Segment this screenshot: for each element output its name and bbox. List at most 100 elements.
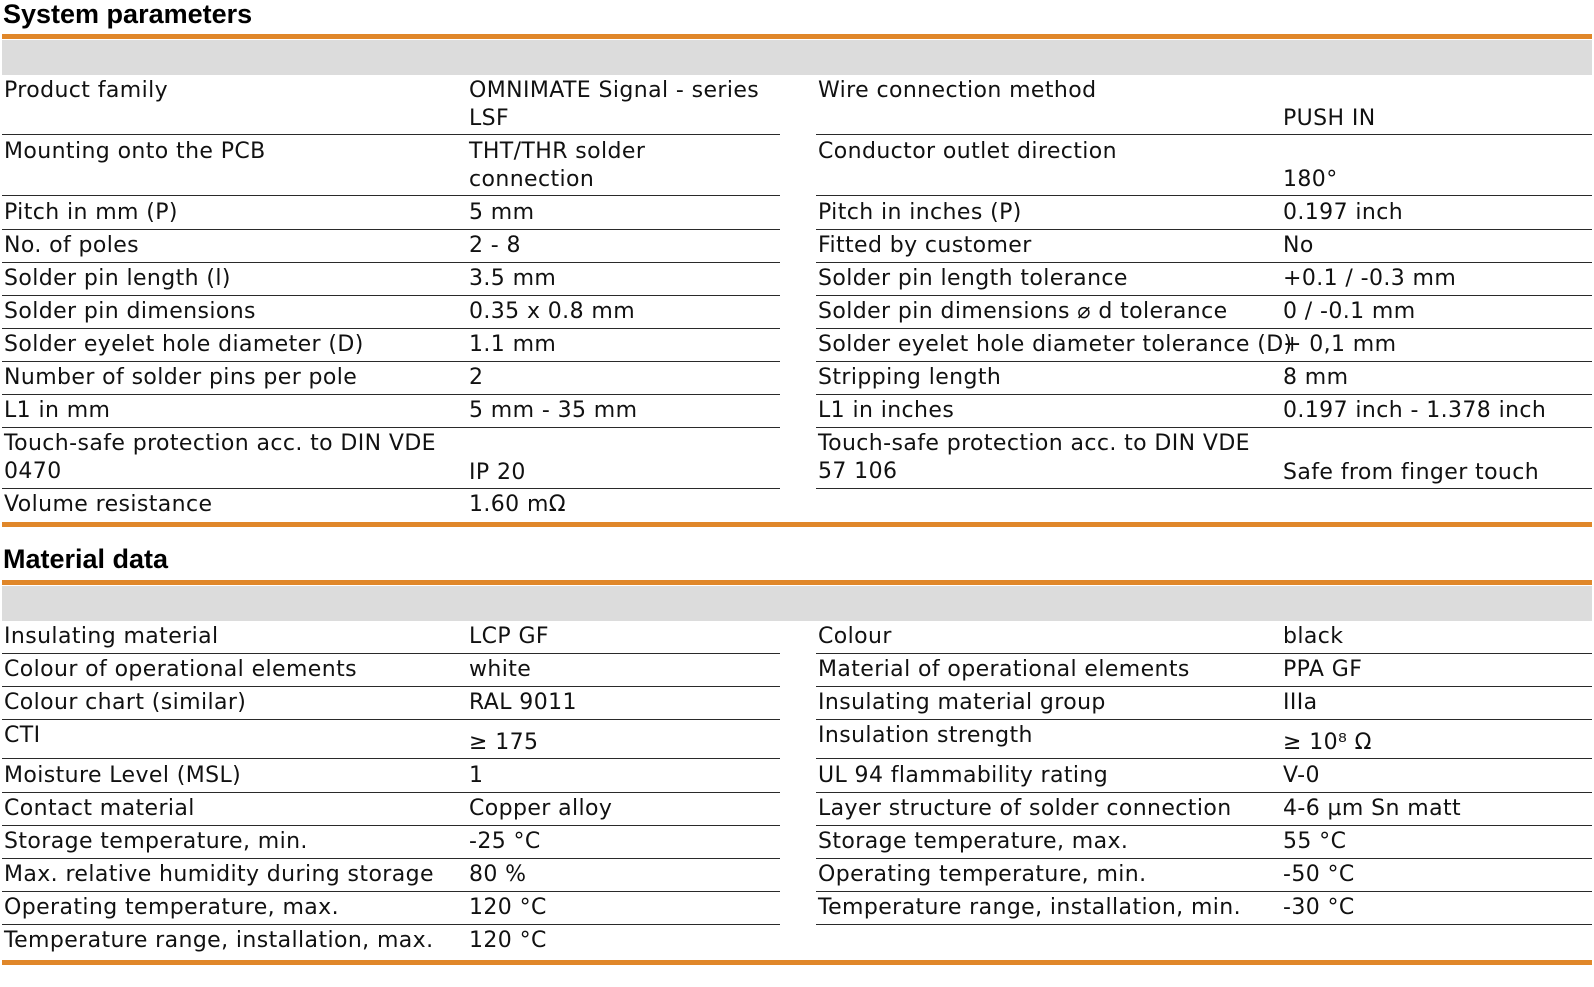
- material-label: Colour chart (similar): [4, 690, 247, 715]
- material-value: ≥ 10⁸ Ω: [1283, 730, 1372, 755]
- param-value: +0.1 / -0.3 mm: [1283, 266, 1457, 291]
- param-row: Touch-safe protection acc. to DIN VDE 04…: [2, 430, 780, 489]
- param-row: Volume resistance 1.60 mΩ: [2, 491, 780, 521]
- param-label: Touch-safe protection acc. to DIN VDE 57…: [818, 431, 1250, 484]
- section-band: [2, 40, 1592, 75]
- param-label: Mounting onto the PCB: [4, 139, 266, 164]
- param-value: 3.5 mm: [469, 266, 557, 291]
- param-label: Pitch in mm (P): [4, 200, 178, 225]
- param-row: Stripping length 8 mm: [816, 364, 1592, 395]
- param-row: Fitted by customer No: [816, 232, 1592, 263]
- material-value: Copper alloy: [469, 796, 613, 821]
- material-value: black: [1283, 624, 1344, 649]
- param-value: 5 mm - 35 mm: [469, 398, 638, 423]
- material-value: IIIa: [1283, 690, 1318, 715]
- material-label: CTI: [4, 723, 41, 748]
- param-value: 1.1 mm: [469, 332, 557, 357]
- material-value: -30 °C: [1283, 895, 1355, 920]
- section-rule: [2, 522, 1592, 527]
- system-parameters-heading: System parameters: [3, 0, 253, 29]
- param-label: Pitch in inches (P): [818, 200, 1022, 225]
- material-value: PPA GF: [1283, 657, 1363, 682]
- material-row: Colour of operational elements white: [2, 656, 780, 687]
- param-value: 8 mm: [1283, 365, 1349, 390]
- param-value: 2: [469, 365, 484, 390]
- material-value: -50 °C: [1283, 862, 1355, 887]
- material-value: 80 %: [469, 862, 527, 887]
- param-label: Solder pin dimensions ⌀ d tolerance: [818, 299, 1228, 324]
- param-row: Solder pin dimensions ⌀ d tolerance 0 / …: [816, 298, 1592, 329]
- material-row: Operating temperature, max. 120 °C: [2, 894, 780, 925]
- material-row: Storage temperature, min. -25 °C: [2, 828, 780, 859]
- material-row: Max. relative humidity during storage 80…: [2, 861, 780, 892]
- material-row: CTI ≥ 175: [2, 722, 780, 759]
- param-label: Wire connection method: [818, 78, 1097, 103]
- param-row: Product family OMNIMATE Signal - series …: [2, 77, 780, 135]
- material-row: Contact material Copper alloy: [2, 795, 780, 826]
- material-value: ≥ 175: [469, 730, 539, 755]
- material-row: Material of operational elements PPA GF: [816, 656, 1592, 687]
- param-value: 2 - 8: [469, 233, 521, 258]
- material-value: RAL 9011: [469, 690, 577, 715]
- material-value: 55 °C: [1283, 829, 1347, 854]
- param-row: Solder pin dimensions 0.35 x 0.8 mm: [2, 298, 780, 329]
- material-row: Insulating material LCP GF: [2, 623, 780, 654]
- param-value: 0.197 inch - 1.378 inch: [1283, 398, 1547, 423]
- section-rule: [2, 960, 1592, 965]
- param-label: Number of solder pins per pole: [4, 365, 358, 390]
- param-row: Pitch in inches (P) 0.197 inch: [816, 199, 1592, 230]
- material-label: Max. relative humidity during storage: [4, 862, 434, 887]
- material-label: Storage temperature, max.: [818, 829, 1129, 854]
- material-label: Temperature range, installation, max.: [4, 928, 434, 953]
- param-row: Conductor outlet direction 180°: [816, 138, 1592, 196]
- material-value: -25 °C: [469, 829, 541, 854]
- section-rule: [2, 580, 1592, 585]
- material-row: Insulating material group IIIa: [816, 689, 1592, 720]
- param-label: L1 in mm: [4, 398, 111, 423]
- material-value: LCP GF: [469, 624, 549, 649]
- param-row: Solder eyelet hole diameter (D) 1.1 mm: [2, 331, 780, 362]
- material-row: Operating temperature, min. -50 °C: [816, 861, 1592, 892]
- material-value: V-0: [1283, 763, 1320, 788]
- material-label: Colour of operational elements: [4, 657, 357, 682]
- material-label: Temperature range, installation, min.: [818, 895, 1242, 920]
- section-band: [2, 586, 1592, 621]
- param-label: Product family: [4, 78, 169, 103]
- material-label: UL 94 flammability rating: [818, 763, 1109, 788]
- material-label: Storage temperature, min.: [4, 829, 308, 854]
- material-label: Layer structure of solder connection: [818, 796, 1232, 821]
- material-row: Temperature range, installation, max. 12…: [2, 927, 780, 958]
- material-value: 120 °C: [469, 928, 547, 953]
- param-value: 0 / -0.1 mm: [1283, 299, 1416, 324]
- param-value: 0.197 inch: [1283, 200, 1404, 225]
- material-label: Insulating material: [4, 624, 219, 649]
- param-value: + 0,1 mm: [1283, 332, 1397, 357]
- param-label: Solder pin length (l): [4, 266, 231, 291]
- material-row: Moisture Level (MSL) 1: [2, 762, 780, 793]
- param-row: L1 in mm 5 mm - 35 mm: [2, 397, 780, 428]
- material-label: Operating temperature, min.: [818, 862, 1147, 887]
- param-row: Mounting onto the PCB THT/THR solder con…: [2, 138, 780, 196]
- param-row: Solder eyelet hole diameter tolerance (D…: [816, 331, 1592, 362]
- material-label: Contact material: [4, 796, 195, 821]
- param-label: Solder pin dimensions: [4, 299, 256, 324]
- material-value: white: [469, 657, 532, 682]
- param-value: IP 20: [469, 460, 526, 485]
- material-label: Operating temperature, max.: [4, 895, 339, 920]
- param-value: 5 mm: [469, 200, 535, 225]
- param-label: Volume resistance: [4, 492, 213, 517]
- param-value: Safe from finger touch: [1283, 460, 1540, 485]
- param-label: Solder pin length tolerance: [818, 266, 1128, 291]
- section-rule: [2, 34, 1592, 39]
- material-value: 4-6 µm Sn matt: [1283, 796, 1462, 821]
- material-value: 120 °C: [469, 895, 547, 920]
- param-value: 0.35 x 0.8 mm: [469, 299, 636, 324]
- material-row: Layer structure of solder connection 4-6…: [816, 795, 1592, 826]
- param-row: Solder pin length tolerance +0.1 / -0.3 …: [816, 265, 1592, 296]
- param-value: THT/THR solder connection: [469, 139, 646, 192]
- material-row: Storage temperature, max. 55 °C: [816, 828, 1592, 859]
- param-row: L1 in inches 0.197 inch - 1.378 inch: [816, 397, 1592, 428]
- param-label: No. of poles: [4, 233, 140, 258]
- param-label: Fitted by customer: [818, 233, 1032, 258]
- material-label: Insulation strength: [818, 723, 1033, 748]
